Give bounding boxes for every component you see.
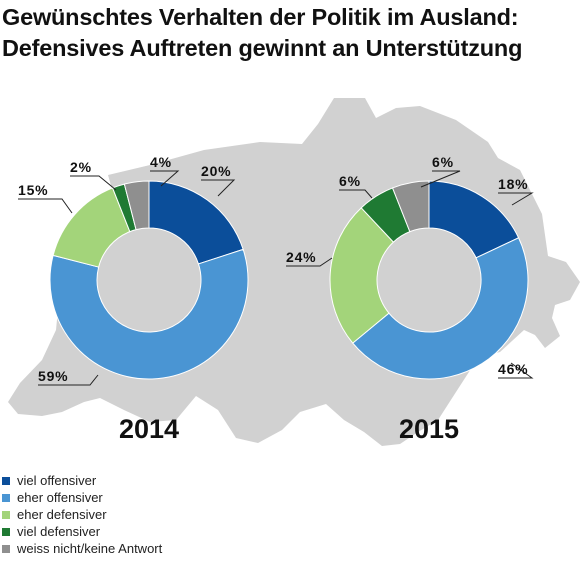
year-label-2014: 2014 [119,414,179,444]
slice-2014-viel-offensiver [148,180,244,265]
label-leader-lines [18,170,534,386]
legend-label: weiss nicht/keine Antwort [17,541,163,556]
leader-line-2015-viel-defensiver [339,189,373,199]
legend-swatch [2,527,10,536]
donut-2014 [49,180,249,380]
data-label-2014-weiss-nicht: 4% [150,154,172,170]
legend-label: eher offensiver [17,490,103,505]
data-label-2015-viel-offensiver: 18% [498,176,528,192]
data-label-2015-viel-defensiver: 6% [339,173,361,189]
data-label-2014-eher-defensiver: 15% [18,182,48,198]
legend-label: eher defensiver [17,507,107,522]
data-label-2014-viel-defensiver: 2% [70,159,92,175]
legend-label: viel offensiver [17,473,97,488]
leader-line-2014-viel-defensiver [70,175,117,191]
leader-line-2015-eher-defensiver [286,257,333,267]
data-label-2014-eher-offensiver: 59% [38,368,68,384]
legend-item-weiss-nicht: weiss nicht/keine Antwort [2,540,162,557]
slice-2014-weiss-nicht [123,180,150,231]
legend-label: viel defensiver [17,524,101,539]
legend-item-viel-defensiver: viel defensiver [2,523,162,540]
year-label-2015: 2015 [399,414,459,444]
leader-line-2014-viel-offensiver [201,179,236,197]
slice-2014-eher-offensiver [49,248,249,380]
legend-swatch [2,544,10,553]
chart-title: Gewünschtes Verhalten der Politik im Aus… [2,2,522,64]
slice-2015-weiss-nicht [391,180,430,233]
chart-title-line-1: Gewünschtes Verhalten der Politik im Aus… [2,4,519,30]
legend-swatch [2,510,10,519]
leader-line-2014-weiss-nicht [150,170,180,187]
data-label-2015-eher-offensiver: 46% [498,361,528,377]
legend: viel offensiver eher offensiver eher def… [2,472,162,557]
donut-2015 [329,180,529,380]
data-label-2014-viel-offensiver: 20% [201,163,231,179]
legend-swatch [2,476,10,485]
legend-item-eher-defensiver: eher defensiver [2,506,162,523]
leader-line-2014-eher-offensiver [38,374,99,386]
leader-line-2014-eher-defensiver [18,198,73,214]
slice-2015-eher-offensiver [352,237,529,380]
chart-title-line-2: Defensives Auftreten gewinnt an Unterstü… [2,35,523,61]
legend-swatch [2,493,10,502]
leader-line-2015-viel-offensiver [498,192,534,206]
data-label-2015-eher-defensiver: 24% [286,249,316,265]
legend-item-eher-offensiver: eher offensiver [2,489,162,506]
leader-line-2015-weiss-nicht [420,170,461,188]
data-label-2015-weiss-nicht: 6% [432,154,454,170]
leader-line-2015-eher-offensiver [498,362,534,379]
legend-item-viel-offensiver: viel offensiver [2,472,162,489]
slice-2015-eher-defensiver [329,207,395,344]
